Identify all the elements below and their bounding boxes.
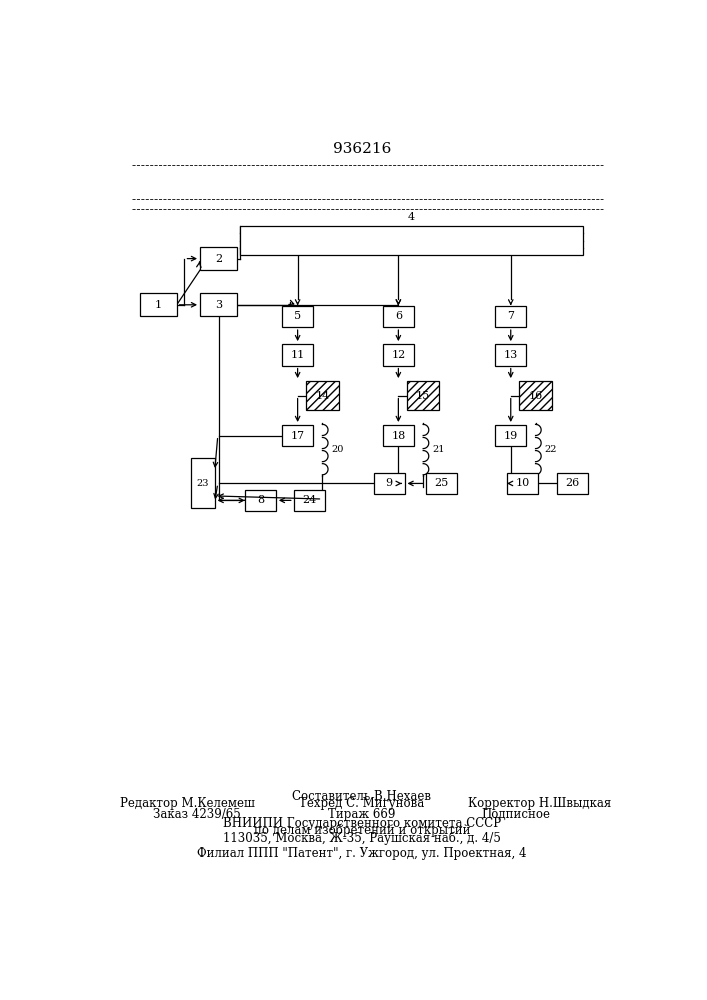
Text: 113035, Москва, Ж-35, Раушская наб., д. 4/5: 113035, Москва, Ж-35, Раушская наб., д. … [223,832,501,845]
Text: 2: 2 [215,254,222,264]
Bar [282,425,313,446]
Text: 8: 8 [257,495,264,505]
Text: 23: 23 [197,479,209,488]
Text: ВНИИПИ Государственного комитета СССР: ВНИИПИ Государственного комитета СССР [223,817,501,830]
Text: Тираж 669: Тираж 669 [328,808,396,821]
Text: Редактор М.Келемеш: Редактор М.Келемеш [120,797,255,810]
Text: 12: 12 [391,350,406,360]
Bar [407,381,440,410]
Text: 14: 14 [315,391,329,401]
Bar [519,381,552,410]
Text: 20: 20 [332,445,344,454]
Text: 7: 7 [507,311,514,321]
Bar [383,344,414,366]
Bar [200,247,237,270]
Text: 4: 4 [408,212,415,222]
Text: 22: 22 [545,445,557,454]
Bar [240,226,583,255]
Bar [306,381,339,410]
Bar [282,306,313,327]
Text: 11: 11 [291,350,305,360]
Text: Филиал ППП "Патент", г. Ужгород, ул. Проектная, 4: Филиал ППП "Патент", г. Ужгород, ул. Про… [197,847,527,860]
Bar [383,425,414,446]
Text: 13: 13 [503,350,518,360]
Text: по делам изобретений и открытий: по делам изобретений и открытий [254,824,470,837]
Text: 24: 24 [302,495,316,505]
Text: Составитель В.Нехаев: Составитель В.Нехаев [293,790,431,803]
Text: Корректор Н.Швыдкая: Корректор Н.Швыдкая [468,797,611,810]
Bar [557,473,588,494]
Text: Техред С. Мигунова: Техред С. Мигунова [299,797,425,810]
Bar [245,490,276,511]
Bar [200,293,237,316]
Text: 25: 25 [434,478,448,488]
Bar [293,490,325,511]
Bar [495,344,526,366]
Text: 19: 19 [503,431,518,441]
Text: 17: 17 [291,431,305,441]
Text: 936216: 936216 [333,142,391,156]
Text: 5: 5 [294,311,301,321]
Text: 9: 9 [385,478,392,488]
Bar [495,306,526,327]
Text: 6: 6 [395,311,402,321]
Text: 21: 21 [433,445,445,454]
Bar [426,473,457,494]
Text: 15: 15 [416,391,431,401]
Text: 26: 26 [566,478,580,488]
Text: Заказ 4239/65: Заказ 4239/65 [153,808,241,821]
Bar [507,473,538,494]
Text: 18: 18 [391,431,406,441]
Text: 1: 1 [155,300,162,310]
Bar [495,425,526,446]
Bar [139,293,177,316]
Text: 3: 3 [215,300,222,310]
Text: Подписное: Подписное [481,808,551,821]
Bar [373,473,404,494]
Bar [383,306,414,327]
Text: 10: 10 [515,478,530,488]
Bar [282,344,313,366]
Bar [192,458,215,508]
Text: 16: 16 [528,391,543,401]
